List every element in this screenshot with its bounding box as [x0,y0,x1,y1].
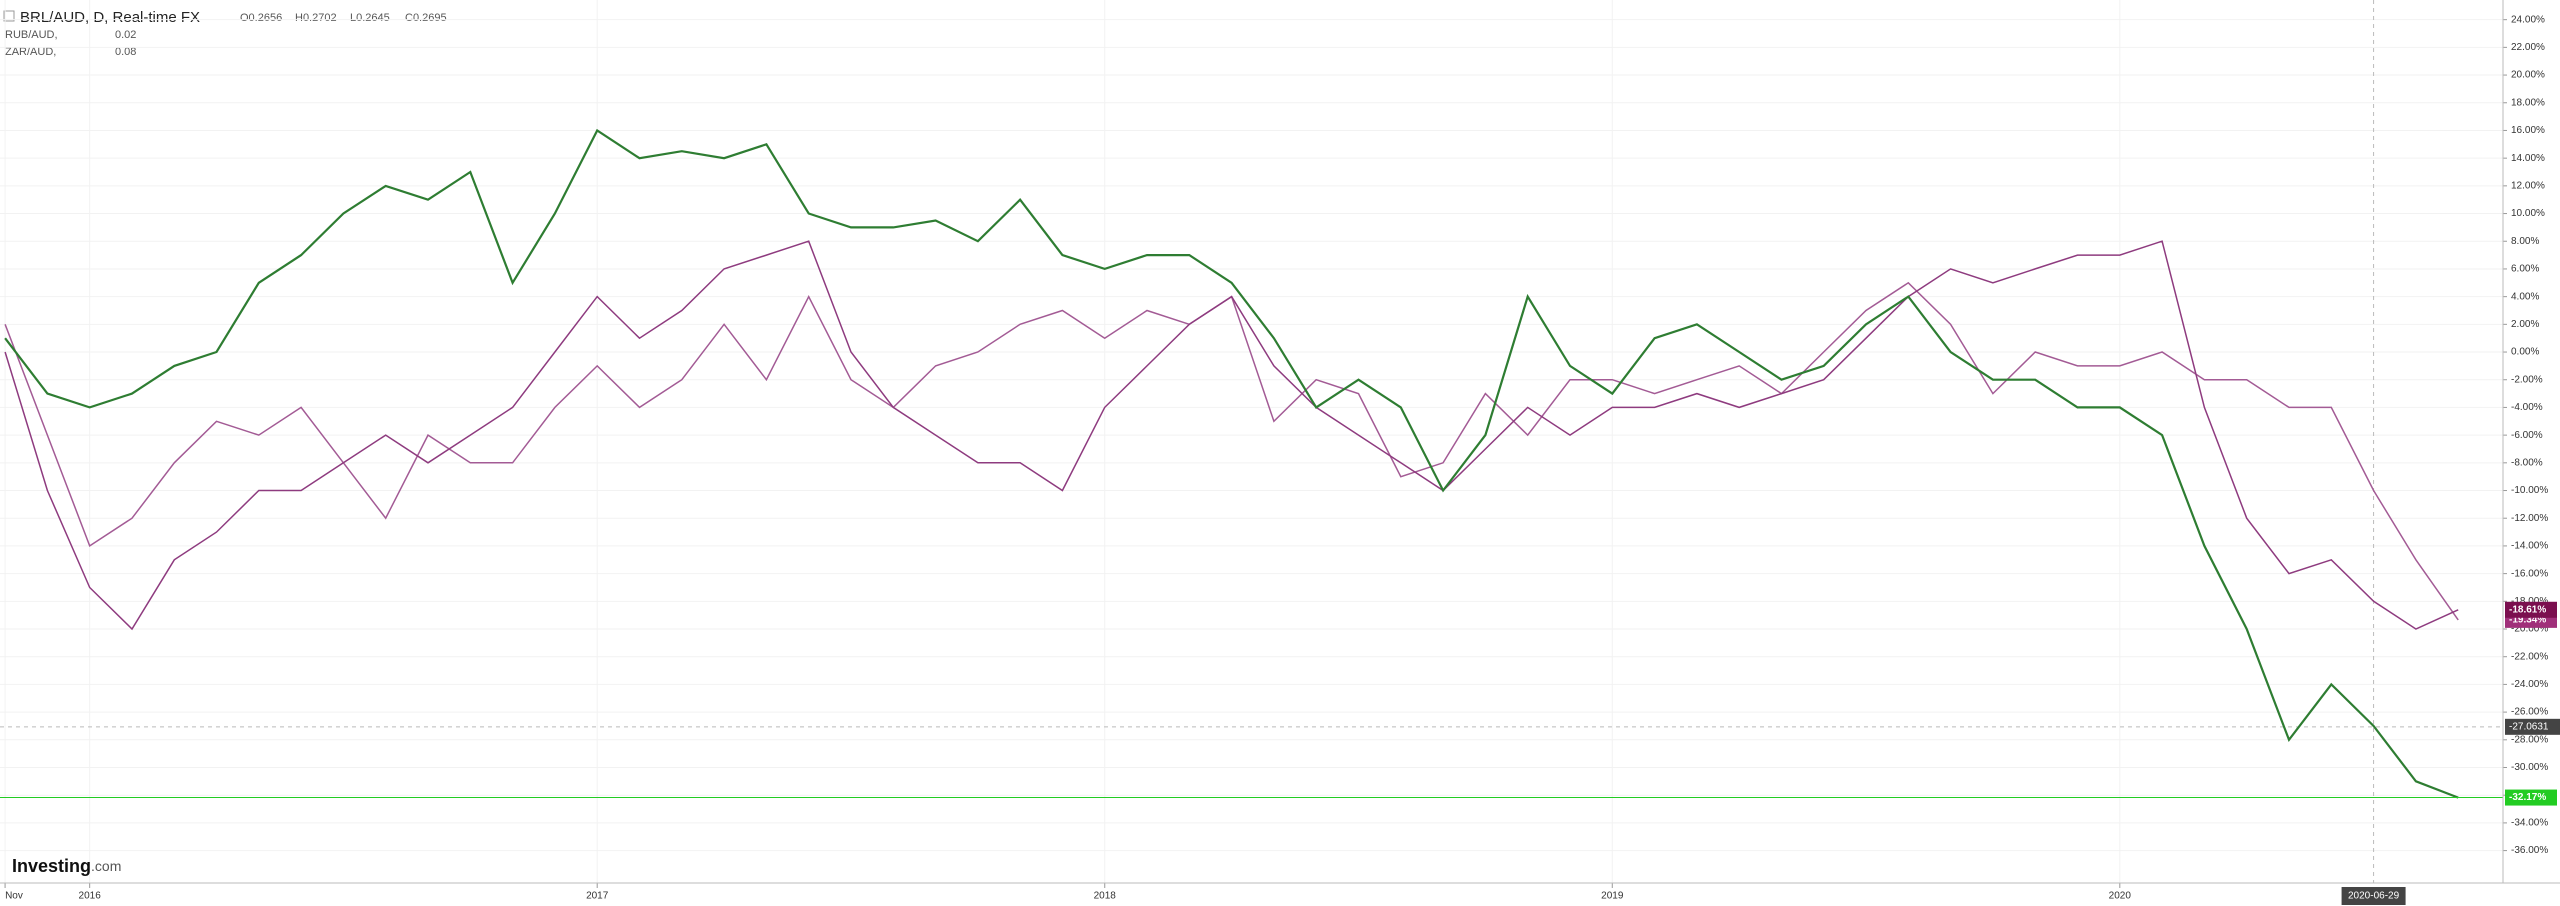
y-tick-label: -10.00% [2511,485,2548,496]
y-tick-label: 0.00% [2511,347,2539,358]
y-tick-label: 6.00% [2511,264,2539,275]
y-tick-label: -20.00% [2511,624,2548,635]
legend-name: ZAR/AUD, [5,46,56,58]
crosshair-y-box [2505,718,2560,735]
last-value-label: -18.61% [2509,604,2546,615]
y-tick-label: 24.00% [2511,14,2545,25]
y-tick-label: 10.00% [2511,208,2545,219]
logo: Investing.com [12,856,121,876]
crosshair-y-label: -27.0631 [2509,721,2549,732]
series-line [4,128,2459,799]
y-tick-label: -28.00% [2511,734,2548,745]
x-tick-label: 2020 [2109,891,2132,902]
y-tick-label: 14.00% [2511,153,2545,164]
logo-brand: Investing [12,856,91,876]
close: C0.2695 [405,12,447,24]
y-tick-label: -22.00% [2511,651,2548,662]
y-tick-label: 18.00% [2511,97,2545,108]
low: L0.2645 [350,12,390,24]
y-tick-label: 20.00% [2511,70,2545,81]
y-tick-label: -4.00% [2511,402,2543,413]
y-tick-label: -34.00% [2511,818,2548,829]
y-tick-label: 16.00% [2511,125,2545,136]
y-tick-label: -12.00% [2511,513,2548,524]
y-tick-label: 4.00% [2511,291,2539,302]
collapse-icon[interactable] [3,10,15,22]
crosshair-x-label: 2020-06-29 [2348,891,2400,902]
x-tick-label: 2018 [1094,891,1117,902]
y-tick-label: -26.00% [2511,707,2548,718]
y-tick-label: 2.00% [2511,319,2539,330]
x-tick-label: 2017 [586,891,609,902]
y-tick-label: -36.00% [2511,845,2548,856]
last-value-box [2505,789,2557,806]
x-tick-label: 2019 [1601,891,1624,902]
chart-title: BRL/AUD, D, Real-time FX [20,9,200,26]
y-tick-label: -6.00% [2511,430,2543,441]
crosshair-x-box [2341,887,2406,905]
y-tick-label: -14.00% [2511,541,2548,552]
x-tick-label: Nov [5,891,23,902]
legend-value: 0.02 [115,29,136,41]
legend-name: RUB/AUD, [5,29,58,41]
legend-value: 0.08 [115,46,136,58]
y-tick-label: -30.00% [2511,762,2548,773]
logo-suffix: .com [91,858,121,874]
open: O0.2656 [240,12,282,24]
series-line [4,240,2459,631]
x-tick-label: 2016 [79,891,102,902]
y-tick-label: -8.00% [2511,457,2543,468]
y-tick-label: 12.00% [2511,180,2545,191]
last-value-label: -19.34% [2509,615,2546,626]
y-tick-label: -18.00% [2511,596,2548,607]
y-tick-label: -2.00% [2511,374,2543,385]
last-value-box [2505,601,2557,618]
high: H0.2702 [295,12,337,24]
y-tick-label: 8.00% [2511,236,2539,247]
y-tick-label: 22.00% [2511,42,2545,53]
y-tick-label: -16.00% [2511,568,2548,579]
last-value-label: -32.17% [2509,792,2546,803]
y-tick-label: -24.00% [2511,679,2548,690]
ohlc: O0.2656 H0.2702 L0.2645 C0.2695 [240,12,447,24]
